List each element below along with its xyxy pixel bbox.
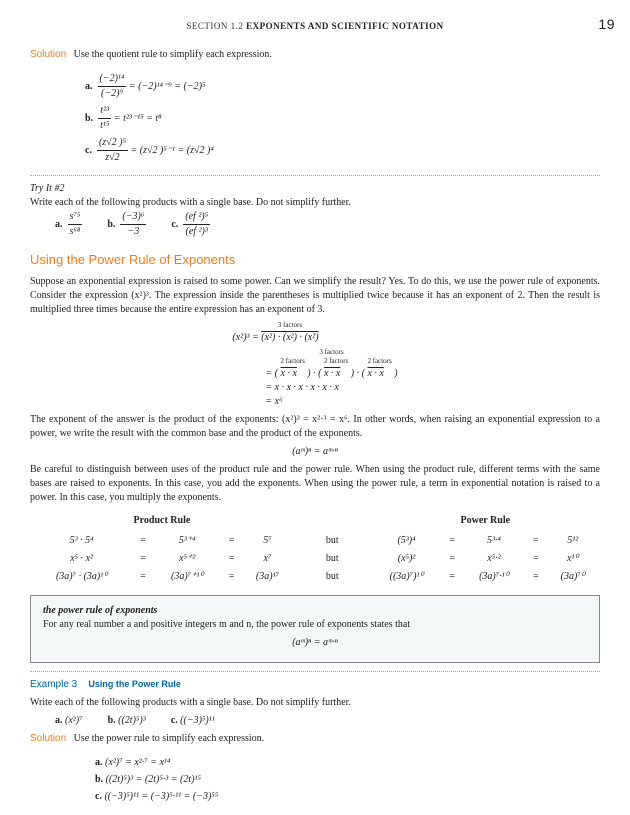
tryit-text: Write each of the following products wit… [30, 196, 600, 210]
power-rule-p1: Suppose an exponential expression is rai… [30, 275, 600, 317]
table-row: (3a)⁷ · (3a)¹⁰=(3a)⁷⁺¹⁰=(3a)¹⁷but((3a)⁷)… [32, 569, 598, 585]
example-3-solution: Solution Use the power rule to simplify … [30, 732, 600, 746]
tryit-b: b. (−3)⁶−3 [107, 210, 146, 239]
ex3-sol-a: a. (x²)⁷ = x²·⁷ = x¹⁴ [95, 756, 600, 770]
tryit-label: Try It #2 [30, 182, 600, 196]
table-row: x⁵ · x²=x⁵⁺²=x⁷but(x⁵)²=x⁵·²=x¹⁰ [32, 551, 598, 567]
ex3-sol-b: b. ((2t)⁵)³ = (2t)⁵·³ = (2t)¹⁵ [95, 773, 600, 787]
subsection-heading: Using the Power Rule of Exponents [30, 251, 600, 269]
solution-block: Solution Use the quotient rule to simpli… [30, 48, 600, 165]
solution-item-c: c. (z√2 )⁵z√2 = (z√2 )⁵⁻¹ = (z√2 )⁴ [85, 136, 600, 165]
ex3-c: c. ((−3)⁵)¹¹ [171, 714, 215, 728]
power-rule-p2: The exponent of the answer is the produc… [30, 413, 600, 441]
section-label: SECTION 1.2 [186, 21, 243, 31]
solution-item-a: a. (−2)¹⁴(−2)⁹ = (−2)¹⁴⁻⁹ = (−2)⁵ [85, 72, 600, 101]
power-rule-p3: Be careful to distinguish between uses o… [30, 463, 600, 505]
page-header: SECTION 1.2 EXPONENTS AND SCIENTIFIC NOT… [30, 20, 600, 33]
ex3-a: a. (x²)⁷ [55, 714, 83, 728]
power-rule-definition-box: the power rule of exponents For any real… [30, 595, 600, 663]
rulebox-text: For any real number a and positive integ… [43, 618, 587, 632]
ex3-b: b. ((2t)⁵)³ [108, 714, 146, 728]
solution-label: Solution [30, 49, 66, 60]
power-rule-formula: (aᵐ)ⁿ = aᵐ·ⁿ [30, 445, 600, 459]
table-row: 5³ · 5⁴=5³⁺⁴=5⁷but(5³)⁴=5³·⁴=5¹² [32, 533, 598, 549]
tryit-c: c. (ef ²)⁵(ef ²)³ [171, 210, 210, 239]
page-number: 19 [598, 15, 615, 35]
section-title: EXPONENTS AND SCIENTIFIC NOTATION [246, 21, 443, 31]
power-rule-header: Power Rule [373, 513, 598, 531]
expansion-derivation: (x²)³ = 3 factors (x²) · (x²) · (x²) 3 f… [30, 321, 600, 409]
example-3-text: Write each of the following products wit… [30, 696, 600, 710]
solution-item-b: b. t²³t¹⁵ = t²³⁻¹⁵ = t⁸ [85, 104, 600, 133]
tryit-a: a. s⁷⁵s⁶⁸ [55, 210, 82, 239]
solution-intro: Use the quotient rule to simplify each e… [74, 49, 272, 60]
product-rule-header: Product Rule [32, 513, 292, 531]
example-title: Using the Power Rule [88, 679, 181, 689]
rulebox-formula: (aᵐ)ⁿ = aᵐ·ⁿ [43, 636, 587, 650]
rules-comparison-table: Product Rule Power Rule 5³ · 5⁴=5³⁺⁴=5⁷bu… [30, 511, 600, 587]
try-it-2: Try It #2 Write each of the following pr… [30, 175, 600, 239]
ex3-sol-c: c. ((−3)⁵)¹¹ = (−3)⁵·¹¹ = (−3)⁵⁵ [95, 790, 600, 804]
rulebox-title: the power rule of exponents [43, 604, 587, 618]
example-3: Example 3 Using the Power Rule [30, 671, 600, 692]
